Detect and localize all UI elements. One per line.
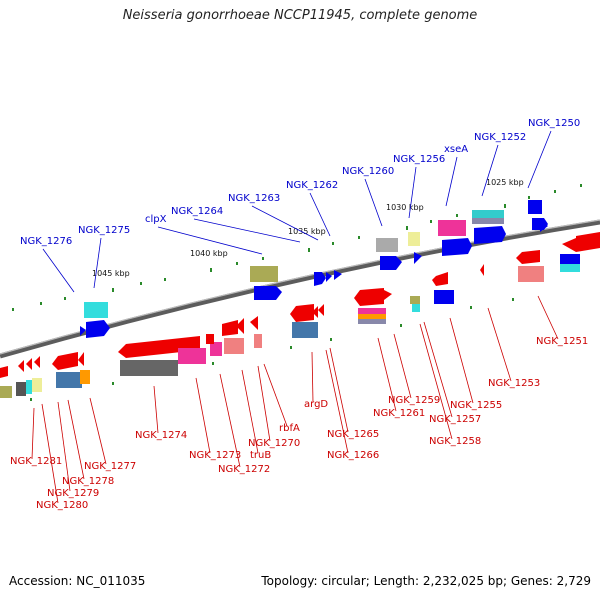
gene-label-ngk-1281[interactable]: NGK_1281 xyxy=(10,456,62,467)
leader-line-ngk-1275 xyxy=(93,237,102,289)
gene-label-ngk-1261[interactable]: NGK_1261 xyxy=(373,408,425,419)
gene-label-ngk-1280[interactable]: NGK_1280 xyxy=(36,500,88,511)
leader-line-ngk-1259 xyxy=(393,333,412,399)
leader-line-ngk-1281 xyxy=(31,407,35,460)
genome-title: Neisseria gonorrhoeae NCCP11945, complet… xyxy=(122,8,478,23)
leader-line-trub xyxy=(241,369,259,454)
leader-line-ngk-1270 xyxy=(257,365,271,442)
gene-label-rbfa[interactable]: rbfA xyxy=(279,423,300,434)
accession-text: Accession: NC_011035 xyxy=(9,574,146,588)
gene-label-argd[interactable]: argD xyxy=(304,399,328,410)
leader-line-ngk-1262 xyxy=(309,192,331,237)
gene-label-ngk-1253[interactable]: NGK_1253 xyxy=(488,378,540,389)
gene-label-ngk-1250[interactable]: NGK_1250 xyxy=(528,118,580,129)
gene-label-ngk-1263[interactable]: NGK_1263 xyxy=(228,193,280,204)
leader-line-ngk-1277 xyxy=(89,397,107,465)
gene-label-ngk-1264[interactable]: NGK_1264 xyxy=(171,206,223,217)
scale-label-1035-kbp: 1035 kbp xyxy=(288,227,326,236)
leader-line-ngk-1257 xyxy=(423,321,453,418)
gene-label-ngk-1256[interactable]: NGK_1256 xyxy=(393,154,445,165)
leader-line-ngk-1278 xyxy=(67,399,85,480)
gene-label-ngk-1262[interactable]: NGK_1262 xyxy=(286,180,338,191)
gene-label-clpx[interactable]: clpX xyxy=(145,214,167,225)
leader-line-ngk-1265 xyxy=(329,347,349,433)
genome-summary-text: Topology: circular; Length: 2,232,025 bp… xyxy=(261,574,591,588)
leader-line-ngk-1273 xyxy=(195,377,211,454)
gene-label-ngk-1251[interactable]: NGK_1251 xyxy=(536,336,588,347)
gene-label-ngk-1273[interactable]: NGK_1273 xyxy=(189,450,241,461)
gene-label-ngk-1265[interactable]: NGK_1265 xyxy=(327,429,379,440)
scale-label-1040-kbp: 1040 kbp xyxy=(190,249,228,258)
gene-label-xsea[interactable]: xseA xyxy=(444,144,468,155)
gene-label-ngk-1276[interactable]: NGK_1276 xyxy=(20,236,72,247)
leader-line-ngk-1263 xyxy=(251,205,319,241)
gene-label-ngk-1257[interactable]: NGK_1257 xyxy=(429,414,481,425)
leader-line-ngk-1260 xyxy=(364,178,383,227)
scale-label-1030-kbp: 1030 kbp xyxy=(386,203,424,212)
gene-label-ngk-1275[interactable]: NGK_1275 xyxy=(78,225,130,236)
leader-line-ngk-1280 xyxy=(41,403,59,504)
leader-line-ngk-1261 xyxy=(377,337,397,412)
gene-label-ngk-1272[interactable]: NGK_1272 xyxy=(218,464,270,475)
leader-line-ngk-1264 xyxy=(193,218,301,243)
leader-line-ngk-1256 xyxy=(408,166,417,219)
leader-line-rbfa xyxy=(263,363,288,427)
leader-line-ngk-1250 xyxy=(527,130,552,189)
leader-line-ngk-1272 xyxy=(219,373,241,468)
scale-label-1025-kbp: 1025 kbp xyxy=(486,178,524,187)
leader-line-ngk-1279 xyxy=(57,401,71,492)
leader-line-ngk-1251 xyxy=(537,295,559,340)
gene-label-ngk-1255[interactable]: NGK_1255 xyxy=(450,400,502,411)
gene-label-trub[interactable]: truB xyxy=(250,450,271,461)
leader-line-ngk-1276 xyxy=(42,248,75,293)
reverse-genes xyxy=(0,232,600,398)
gene-label-ngk-1270[interactable]: NGK_1270 xyxy=(248,438,300,449)
leader-line-ngk-1252 xyxy=(481,144,499,197)
leader-line-argd xyxy=(311,351,314,403)
forward-genes xyxy=(80,200,548,338)
gene-label-ngk-1279[interactable]: NGK_1279 xyxy=(47,488,99,499)
gene-label-ngk-1277[interactable]: NGK_1277 xyxy=(84,461,136,472)
gene-label-ngk-1278[interactable]: NGK_1278 xyxy=(62,476,114,487)
gene-label-ngk-1260[interactable]: NGK_1260 xyxy=(342,166,394,177)
leader-line-xsea xyxy=(445,156,458,207)
gene-label-ngk-1259[interactable]: NGK_1259 xyxy=(388,395,440,406)
leader-line-ngk-1253 xyxy=(487,307,512,382)
gene-label-ngk-1258[interactable]: NGK_1258 xyxy=(429,436,481,447)
leader-line-ngk-1255 xyxy=(449,317,474,404)
tick-dots xyxy=(12,184,582,401)
leader-line-clpx xyxy=(157,226,263,255)
scale-label-1045-kbp: 1045 kbp xyxy=(92,269,130,278)
gene-label-ngk-1274[interactable]: NGK_1274 xyxy=(135,430,187,441)
gene-label-ngk-1266[interactable]: NGK_1266 xyxy=(327,450,379,461)
leader-line-ngk-1274 xyxy=(153,385,159,434)
leader-line-ngk-1258 xyxy=(419,323,453,440)
leader-line-ngk-1266 xyxy=(325,349,349,454)
genome-backbone xyxy=(0,219,600,359)
gene-label-ngk-1252[interactable]: NGK_1252 xyxy=(474,132,526,143)
